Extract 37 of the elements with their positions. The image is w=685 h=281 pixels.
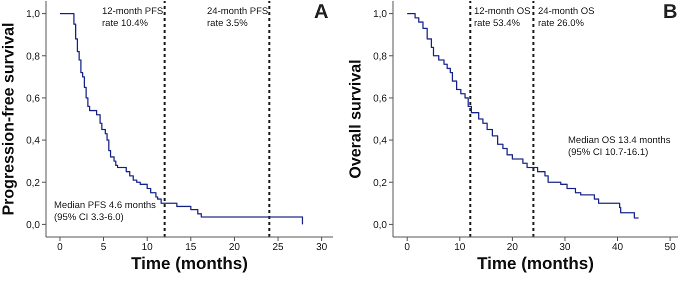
x-tick-label: 10 bbox=[142, 242, 154, 254]
annotation: A bbox=[314, 1, 328, 23]
annotation: 24-month PFS rate 3.5% bbox=[207, 6, 268, 30]
x-axis-title: Time (months) bbox=[131, 254, 248, 273]
y-tick-label: 0,8 bbox=[26, 51, 40, 62]
x-tick-label: 20 bbox=[506, 242, 518, 254]
annotation: Median PFS 4.6 months (95% CI 3.3-6.0) bbox=[54, 200, 156, 224]
x-tick-label: 40 bbox=[612, 242, 624, 254]
x-tick-label: 15 bbox=[185, 242, 197, 254]
x-tick-label: 0 bbox=[57, 242, 64, 254]
y-tick-label: 0,6 bbox=[26, 93, 40, 104]
y-tick-label: 0,4 bbox=[26, 136, 40, 147]
y-tick-label: 1,0 bbox=[26, 9, 40, 20]
x-tick-label: 20 bbox=[228, 242, 240, 254]
x-tick-label: 10 bbox=[454, 242, 466, 254]
x-tick-label: 30 bbox=[316, 242, 328, 254]
x-tick-label: 25 bbox=[272, 242, 284, 254]
y-tick-label: 0,6 bbox=[373, 93, 388, 104]
y-tick-label: 0,2 bbox=[26, 178, 40, 189]
annotation: 12-month OS rate 53.4% bbox=[474, 6, 530, 30]
x-tick-label: 30 bbox=[559, 242, 571, 254]
annotation: 12-month PFS rate 10.4% bbox=[102, 6, 164, 30]
y-tick-label: 0,0 bbox=[26, 220, 40, 231]
y-tick-label: 0,8 bbox=[373, 51, 388, 62]
x-tick-label: 0 bbox=[404, 242, 410, 254]
y-tick-label: 0,4 bbox=[373, 136, 388, 147]
y-tick-label: 0,0 bbox=[373, 220, 388, 231]
y-tick-label: 1,0 bbox=[373, 9, 388, 20]
y-axis-title: Overall survival bbox=[348, 59, 365, 179]
y-tick-label: 0,2 bbox=[373, 178, 388, 189]
y-axis-title: Progression-free survival bbox=[0, 22, 18, 216]
x-tick-label: 50 bbox=[664, 242, 676, 254]
annotation: B bbox=[663, 1, 678, 23]
annotation: 24-month OS rate 26.0% bbox=[538, 6, 594, 30]
x-axis-title: Time (months) bbox=[477, 254, 594, 273]
x-tick-label: 5 bbox=[100, 242, 107, 254]
annotation: Median OS 13.4 months (95% CI 10.7-16.1) bbox=[568, 135, 670, 159]
